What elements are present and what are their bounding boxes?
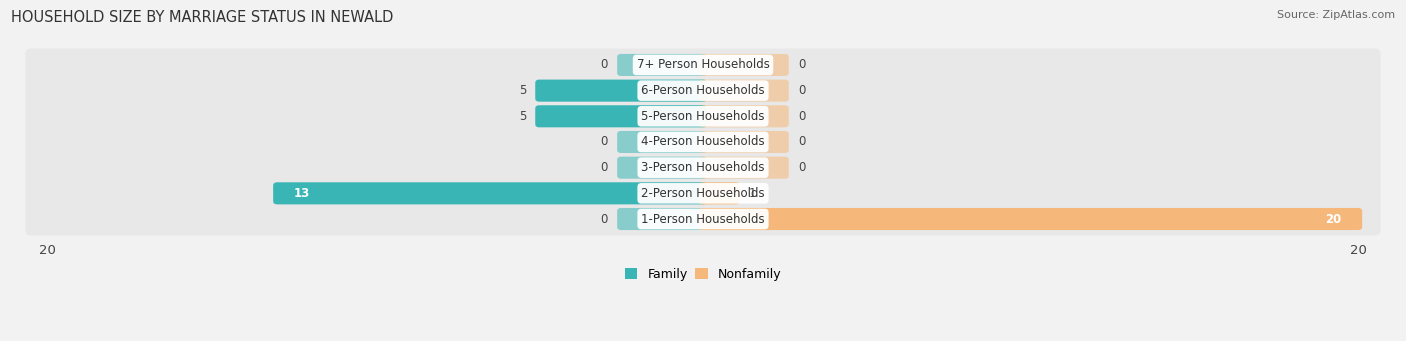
Text: 2-Person Households: 2-Person Households (641, 187, 765, 200)
FancyBboxPatch shape (536, 79, 707, 102)
Text: 3-Person Households: 3-Person Households (641, 161, 765, 174)
Text: 13: 13 (294, 187, 309, 200)
Text: 1: 1 (749, 187, 756, 200)
Text: Source: ZipAtlas.com: Source: ZipAtlas.com (1277, 10, 1395, 20)
Text: 0: 0 (600, 212, 607, 225)
FancyBboxPatch shape (699, 105, 789, 127)
FancyBboxPatch shape (25, 203, 1381, 235)
Text: 6-Person Households: 6-Person Households (641, 84, 765, 97)
FancyBboxPatch shape (536, 105, 707, 127)
Text: 20: 20 (1326, 212, 1341, 225)
FancyBboxPatch shape (699, 157, 789, 179)
Text: 0: 0 (799, 161, 806, 174)
Text: 0: 0 (600, 58, 607, 72)
FancyBboxPatch shape (699, 182, 740, 204)
Text: 0: 0 (600, 135, 607, 148)
Text: 0: 0 (799, 135, 806, 148)
FancyBboxPatch shape (617, 208, 707, 230)
Text: HOUSEHOLD SIZE BY MARRIAGE STATUS IN NEWALD: HOUSEHOLD SIZE BY MARRIAGE STATUS IN NEW… (11, 10, 394, 25)
Text: 5: 5 (519, 84, 526, 97)
Text: 7+ Person Households: 7+ Person Households (637, 58, 769, 72)
FancyBboxPatch shape (25, 125, 1381, 159)
Text: 1-Person Households: 1-Person Households (641, 212, 765, 225)
Text: 0: 0 (600, 161, 607, 174)
Text: 5: 5 (519, 110, 526, 123)
FancyBboxPatch shape (699, 79, 789, 102)
FancyBboxPatch shape (25, 74, 1381, 107)
FancyBboxPatch shape (25, 177, 1381, 210)
FancyBboxPatch shape (617, 54, 707, 76)
Text: 0: 0 (799, 58, 806, 72)
Text: 0: 0 (799, 84, 806, 97)
Text: 0: 0 (799, 110, 806, 123)
FancyBboxPatch shape (273, 182, 707, 204)
Text: 5-Person Households: 5-Person Households (641, 110, 765, 123)
FancyBboxPatch shape (617, 157, 707, 179)
Text: 4-Person Households: 4-Person Households (641, 135, 765, 148)
FancyBboxPatch shape (25, 100, 1381, 133)
FancyBboxPatch shape (617, 131, 707, 153)
FancyBboxPatch shape (699, 54, 789, 76)
FancyBboxPatch shape (699, 131, 789, 153)
Legend: Family, Nonfamily: Family, Nonfamily (620, 263, 786, 286)
FancyBboxPatch shape (25, 48, 1381, 81)
FancyBboxPatch shape (699, 208, 1362, 230)
FancyBboxPatch shape (25, 151, 1381, 184)
